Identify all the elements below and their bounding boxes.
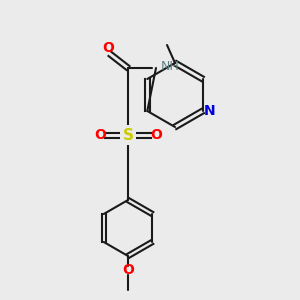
Text: O: O <box>150 128 162 142</box>
Text: O: O <box>102 41 114 55</box>
Text: S: S <box>122 128 134 142</box>
Text: NH: NH <box>161 61 180 74</box>
Text: N: N <box>204 104 215 118</box>
Text: O: O <box>122 263 134 277</box>
Text: O: O <box>94 128 106 142</box>
